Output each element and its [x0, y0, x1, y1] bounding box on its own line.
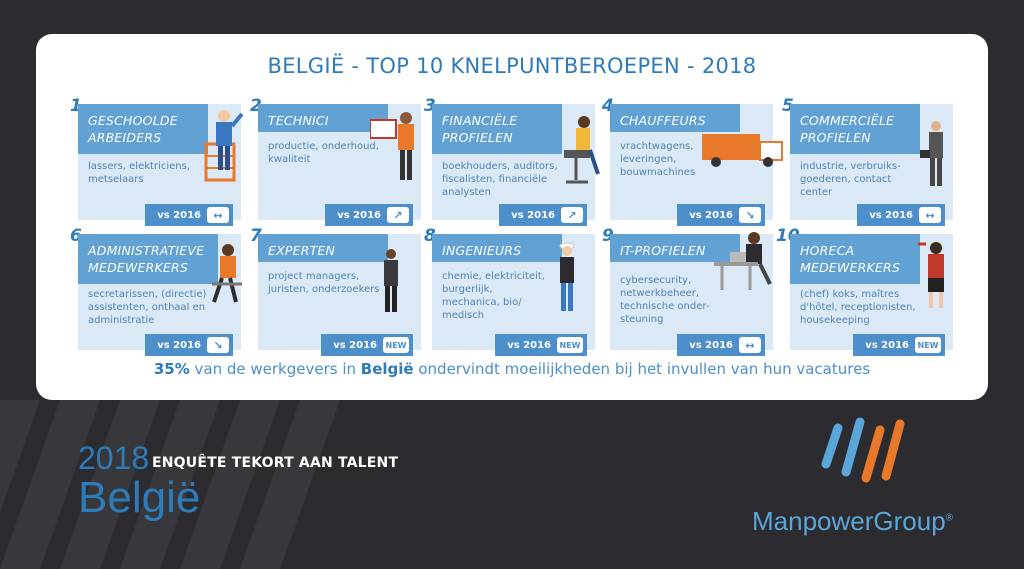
brand-name: ManpowerGroup®	[752, 506, 953, 537]
badge-label: vs 2016	[689, 339, 733, 351]
card-title: GESCHOOLDE ARBEIDERS	[78, 104, 208, 154]
trend-icon: ↘	[207, 337, 229, 353]
new-icon: NEW	[915, 337, 941, 353]
stat-text-1: van de werkgevers in	[189, 360, 361, 378]
card-title: CHAUFFEURS	[610, 104, 740, 132]
trend-icon: ↗	[387, 207, 409, 223]
trend-badge: vs 2016 ↔	[677, 334, 765, 356]
trend-badge: vs 2016 NEW	[495, 334, 587, 356]
woman-chair-icon	[564, 116, 600, 184]
trend-badge: vs 2016 NEW	[853, 334, 945, 356]
card-number: 8	[424, 226, 436, 246]
worker-ladder-icon	[204, 110, 244, 182]
card-5: 5 COMMERCIËLE PROFIELEN industrie, verbr…	[782, 96, 953, 226]
card-9: 9 IT-PROFIELEN cybersecurity, netwerkbeh…	[602, 226, 773, 356]
card-description: chemie, elektriciteit, burgerlijk, mecha…	[442, 271, 545, 321]
card-number: 4	[602, 96, 614, 116]
manpower-logo-icon	[821, 417, 905, 483]
badge-label: vs 2016	[157, 339, 201, 351]
card-number: 1	[70, 96, 82, 116]
secretary-icon	[212, 244, 242, 303]
trend-icon: ↘	[739, 207, 761, 223]
trend-badge: vs 2016 ↗	[325, 204, 413, 226]
trend-badge: vs 2016 ↗	[499, 204, 587, 226]
brand-text: ManpowerGroup	[752, 506, 946, 536]
card-description: vrachtwagens, leveringen, bouwmachines	[620, 141, 696, 178]
card-8: 8 INGENIEURS chemie, elektriciteit, burg…	[424, 226, 595, 356]
card-title: INGENIEURS	[432, 234, 562, 262]
card-number: 5	[782, 96, 794, 116]
card-title: ADMINISTRATIEVE MEDEWERKERS	[78, 234, 218, 284]
new-icon: NEW	[557, 337, 583, 353]
badge-label: vs 2016	[157, 209, 201, 221]
badge-label: vs 2016	[333, 339, 377, 351]
salesman-icon	[920, 121, 943, 186]
stat-country: België	[360, 360, 414, 378]
card-description: industrie, verbruiks-goederen, contact c…	[800, 161, 901, 198]
card-number: 2	[250, 96, 262, 116]
card-description: secretarissen, (directie) assistenten, o…	[88, 289, 207, 326]
engineer-icon	[559, 242, 575, 311]
badge-label: vs 2016	[869, 209, 913, 221]
trend-badge: vs 2016 NEW	[321, 334, 413, 356]
card-description: (chef) koks, maîtres d'hôtel, receptioni…	[800, 289, 916, 326]
card-title: COMMERCIËLE PROFIELEN	[790, 104, 920, 154]
it-worker-icon	[714, 232, 772, 290]
card-title: TECHNICI	[258, 104, 388, 132]
card-4: 4 CHAUFFEURS vrachtwagens, leveringen, b…	[602, 96, 783, 226]
card-title: IT-PROFIELEN	[610, 234, 740, 262]
card-1: 1 GESCHOOLDE ARBEIDERS lassers, elektric…	[70, 96, 244, 226]
trend-badge: vs 2016 ↔	[857, 204, 945, 226]
new-icon: NEW	[383, 337, 409, 353]
trend-icon: ↗	[561, 207, 583, 223]
card-title: HORECA MEDEWERKERS	[790, 234, 920, 284]
expert-woman-icon	[384, 249, 398, 312]
card-description: productie, onderhoud, kwaliteit	[268, 141, 379, 165]
waitress-icon	[918, 242, 944, 308]
infographic-panel: BELGIË - TOP 10 KNELPUNTBEROEPEN - 2018 …	[36, 34, 988, 400]
badge-label: vs 2016	[337, 209, 381, 221]
survey-subtitle: ENQUÊTE TEKORT AAN TALENT	[152, 455, 399, 471]
technician-icon	[370, 112, 414, 180]
stat-line: 35% van de werkgevers in België ondervin…	[36, 360, 988, 378]
card-number: 9	[602, 226, 614, 246]
card-2: 2 TECHNICI productie, onderhoud, kwalite…	[250, 96, 421, 226]
card-3: 3 FINANCIËLE PROFIELEN boekhouders, audi…	[424, 96, 600, 226]
card-description: project managers, juristen, onderzoekers	[268, 271, 380, 295]
badge-label: vs 2016	[689, 209, 733, 221]
card-number: 3	[424, 96, 436, 116]
badge-label: vs 2016	[511, 209, 555, 221]
card-6: 6 ADMINISTRATIEVE MEDEWERKERS secretaris…	[70, 226, 242, 356]
card-title: EXPERTEN	[258, 234, 388, 262]
trend-icon: ↔	[739, 337, 761, 353]
brand-mark: ®	[945, 512, 954, 524]
card-10: 10 HORECA MEDEWERKERS (chef) koks, maîtr…	[776, 226, 953, 356]
survey-country: België	[78, 473, 201, 522]
badge-label: vs 2016	[865, 339, 909, 351]
card-number: 7	[250, 226, 262, 246]
card-title: FINANCIËLE PROFIELEN	[432, 104, 562, 154]
trend-icon: ↔	[207, 207, 229, 223]
page-title: BELGIË - TOP 10 KNELPUNTBEROEPEN - 2018	[267, 54, 757, 78]
badge-label: vs 2016	[507, 339, 551, 351]
trend-badge: vs 2016 ↔	[145, 204, 233, 226]
card-number: 6	[70, 226, 82, 246]
trend-badge: vs 2016 ↘	[145, 334, 233, 356]
trend-badge: vs 2016 ↘	[677, 204, 765, 226]
stat-text-2: ondervindt moeilijkheden bij het invulle…	[413, 360, 871, 378]
card-description: boekhouders, auditors, fiscalisten, fina…	[442, 161, 558, 198]
trend-icon: ↔	[919, 207, 941, 223]
card-description: lassers, elektriciens, metselaars	[88, 161, 190, 185]
card-description: cybersecurity, netwerkbeheer, technische…	[620, 275, 710, 325]
truck-icon	[702, 134, 783, 167]
stat-percentage: 35%	[153, 360, 190, 378]
survey-year: 2018	[78, 440, 150, 476]
card-7: 7 EXPERTEN project managers, juristen, o…	[250, 226, 421, 356]
